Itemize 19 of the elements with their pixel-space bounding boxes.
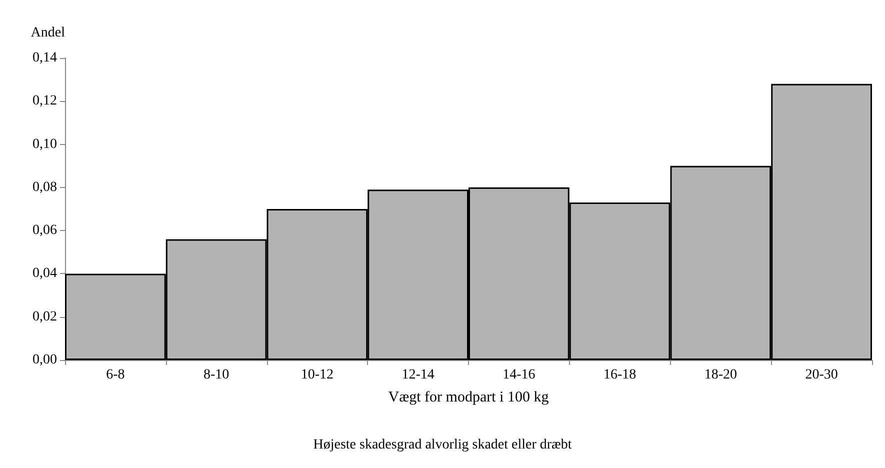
y-tick-label: 0,10: [32, 136, 57, 152]
y-tick-label: 0,14: [32, 50, 57, 66]
x-tick-label: 12-14: [402, 368, 434, 382]
x-tick-label: 18-20: [704, 368, 738, 382]
y-tick-label: 0,12: [32, 94, 57, 109]
x-axis-title: Vægt for modpart i 100 kg: [388, 390, 550, 406]
x-tick-label: 20-30: [805, 368, 838, 382]
x-tick-label: 14-16: [502, 368, 536, 382]
y-tick-label: 0,04: [32, 266, 57, 282]
x-tick-label: 6-8: [106, 368, 125, 382]
x-tick-label: 16-18: [603, 368, 636, 382]
y-tick-label: 0,06: [32, 223, 57, 238]
y-tick-label: 0,00: [32, 352, 57, 368]
x-tick-label: 10-12: [300, 368, 334, 382]
text: Højeste skadesgrad alvorlig skadet eller dræbt: [313, 438, 572, 452]
x-tick-label: 8-10: [203, 368, 230, 382]
y-tick-label: 0,02: [32, 309, 57, 324]
y-axis-title: Andel: [30, 26, 66, 40]
y-tick-label: 0,08: [32, 180, 57, 195]
